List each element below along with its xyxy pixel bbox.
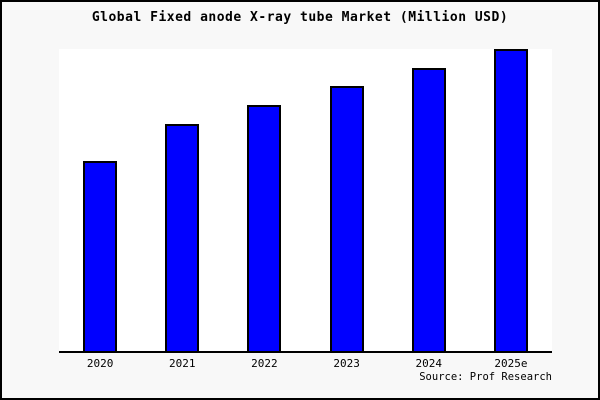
bar-2020 xyxy=(83,161,118,351)
bar-slot-2022 xyxy=(223,49,305,351)
x-label-2023: 2023 xyxy=(333,357,360,370)
x-axis-labels: 2020 2021 2022 2023 2024 2025e xyxy=(59,357,552,370)
bar-2024 xyxy=(411,68,446,351)
bar-2021 xyxy=(165,124,200,351)
bar-2022 xyxy=(247,105,282,351)
x-label-2022: 2022 xyxy=(251,357,278,370)
bar-slot-2023 xyxy=(306,49,388,351)
bar-slot-2025e xyxy=(470,49,552,351)
x-label-2025e: 2025e xyxy=(494,357,528,370)
x-label-2021: 2021 xyxy=(169,357,196,370)
bar-slot-2024 xyxy=(388,49,470,351)
chart-title: Global Fixed anode X-ray tube Market (Mi… xyxy=(91,10,509,25)
bar-slot-2020 xyxy=(59,49,141,351)
x-label-2024: 2024 xyxy=(415,357,443,370)
source-caption: Source: Prof Research xyxy=(419,371,552,383)
bar-2025e xyxy=(493,49,528,351)
x-label-2020: 2020 xyxy=(86,357,114,370)
plot-area xyxy=(59,49,552,351)
bars-row xyxy=(59,49,552,351)
bar-2023 xyxy=(329,86,364,351)
bar-slot-2021 xyxy=(141,49,223,351)
x-axis-line xyxy=(59,351,552,353)
